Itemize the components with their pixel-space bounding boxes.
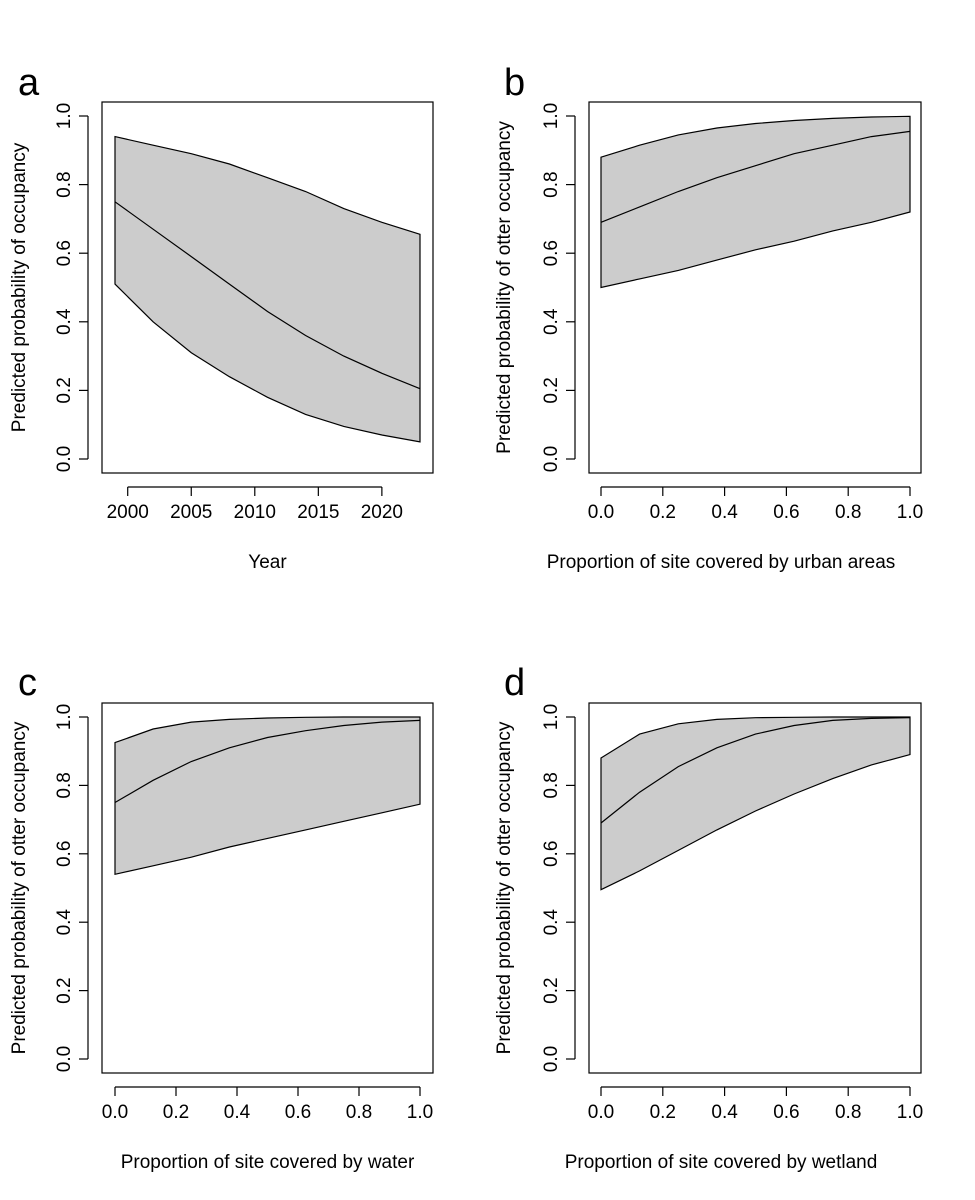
y-tick-label: 0.4 [541, 308, 562, 335]
y-tick-label: 0.4 [54, 909, 75, 936]
y-tick-label: 1.0 [541, 704, 562, 730]
fitted-line [600, 717, 911, 824]
plot-frame [101, 101, 434, 474]
y-tick-label: 0.2 [541, 377, 562, 403]
x-axis-label: Proportion of site covered by urban area… [547, 552, 896, 573]
confidence-ribbon [600, 115, 911, 289]
panel-letter: a [18, 62, 40, 104]
fitted-line [114, 719, 421, 804]
y-tick-label: 1.0 [54, 704, 75, 730]
x-tick-label: 0.0 [588, 502, 614, 523]
x-axis-label: Year [248, 552, 287, 573]
y-tick-label: 0.8 [541, 171, 562, 197]
y-tick-label: 0.0 [541, 1046, 562, 1072]
confidence-ribbon [114, 716, 421, 876]
panel-letter: b [504, 62, 525, 104]
fitted-line [114, 201, 421, 390]
y-tick-label: 0.8 [54, 171, 75, 197]
plot-frame [101, 702, 434, 1074]
x-tick-label: 2005 [170, 502, 212, 523]
x-tick-label: 0.4 [711, 502, 738, 523]
y-tick-label: 0.6 [54, 841, 75, 867]
x-tick-label: 0.0 [588, 1102, 614, 1123]
plot-frame [588, 101, 922, 474]
y-axis-label: Predicted probability of otter occupancy [9, 721, 30, 1054]
x-tick-label: 0.8 [346, 1102, 372, 1123]
fitted-line [600, 130, 911, 223]
y-tick-label: 0.4 [54, 308, 75, 335]
y-tick-label: 0.6 [541, 841, 562, 867]
x-axis-label: Proportion of site covered by wetland [565, 1152, 878, 1173]
panel-letter: c [18, 662, 37, 704]
y-axis-label: Predicted probability of otter occupancy [494, 721, 515, 1054]
y-tick-label: 0.2 [541, 977, 562, 1003]
panel-letter: d [504, 662, 525, 704]
x-tick-label: 1.0 [407, 1102, 433, 1123]
x-tick-label: 0.6 [773, 1102, 799, 1123]
y-tick-label: 0.8 [54, 772, 75, 798]
y-tick-label: 0.8 [541, 772, 562, 798]
x-tick-label: 0.2 [650, 1102, 676, 1123]
y-tick-label: 0.6 [541, 240, 562, 266]
x-tick-label: 2015 [297, 502, 339, 523]
panel-b: 0.0 0.2 0.4 0.6 0.8 1.0 0.0 0.2 0.4 0.6 0.8 1.0 Prop… [494, 62, 923, 573]
panel-d: 0.0 0.2 0.4 0.6 0.8 1.0 0.0 0.2 0.4 0.6 0.8 1.0 Prop… [494, 662, 923, 1173]
y-tick-label: 0.6 [54, 240, 75, 266]
x-axis-label: Proportion of site covered by water [121, 1152, 415, 1173]
x-tick-label: 0.8 [835, 1102, 861, 1123]
y-tick-label: 0.2 [54, 377, 75, 403]
y-tick-label: 0.0 [54, 446, 75, 472]
x-tick-label: 0.6 [773, 502, 799, 523]
plot-frame [588, 702, 922, 1074]
y-axis-label: Predicted probability of occupancy [9, 142, 30, 432]
x-tick-label: 0.6 [285, 1102, 311, 1123]
confidence-ribbon [114, 135, 421, 443]
x-tick-label: 0.4 [711, 1102, 738, 1123]
panel-c: 0.0 0.2 0.4 0.6 0.8 1.0 0.0 0.2 0.4 0.6 0.8 1.0 Prop… [9, 662, 434, 1173]
y-axis-label: Predicted probability of otter occupancy [494, 121, 515, 454]
x-tick-label: 0.8 [835, 502, 861, 523]
y-tick-label: 1.0 [54, 103, 75, 129]
x-tick-label: 2020 [361, 502, 403, 523]
x-tick-label: 1.0 [897, 1102, 923, 1123]
y-tick-label: 0.0 [54, 1046, 75, 1072]
y-tick-label: 1.0 [541, 103, 562, 129]
x-tick-label: 2000 [107, 502, 149, 523]
x-tick-label: 0.2 [650, 502, 676, 523]
x-tick-label: 0.2 [163, 1102, 189, 1123]
y-tick-label: 0.4 [541, 909, 562, 936]
x-tick-label: 0.4 [224, 1102, 251, 1123]
y-tick-label: 0.0 [541, 446, 562, 472]
confidence-ribbon [600, 716, 911, 891]
y-tick-label: 0.2 [54, 977, 75, 1003]
x-tick-label: 2010 [234, 502, 276, 523]
x-tick-label: 1.0 [897, 502, 923, 523]
panel-a: 2000 2005 2010 2015 2020 0.0 0.2 0.4 0.6 0.8 1.0 Ye… [9, 62, 434, 573]
x-tick-label: 0.0 [102, 1102, 128, 1123]
